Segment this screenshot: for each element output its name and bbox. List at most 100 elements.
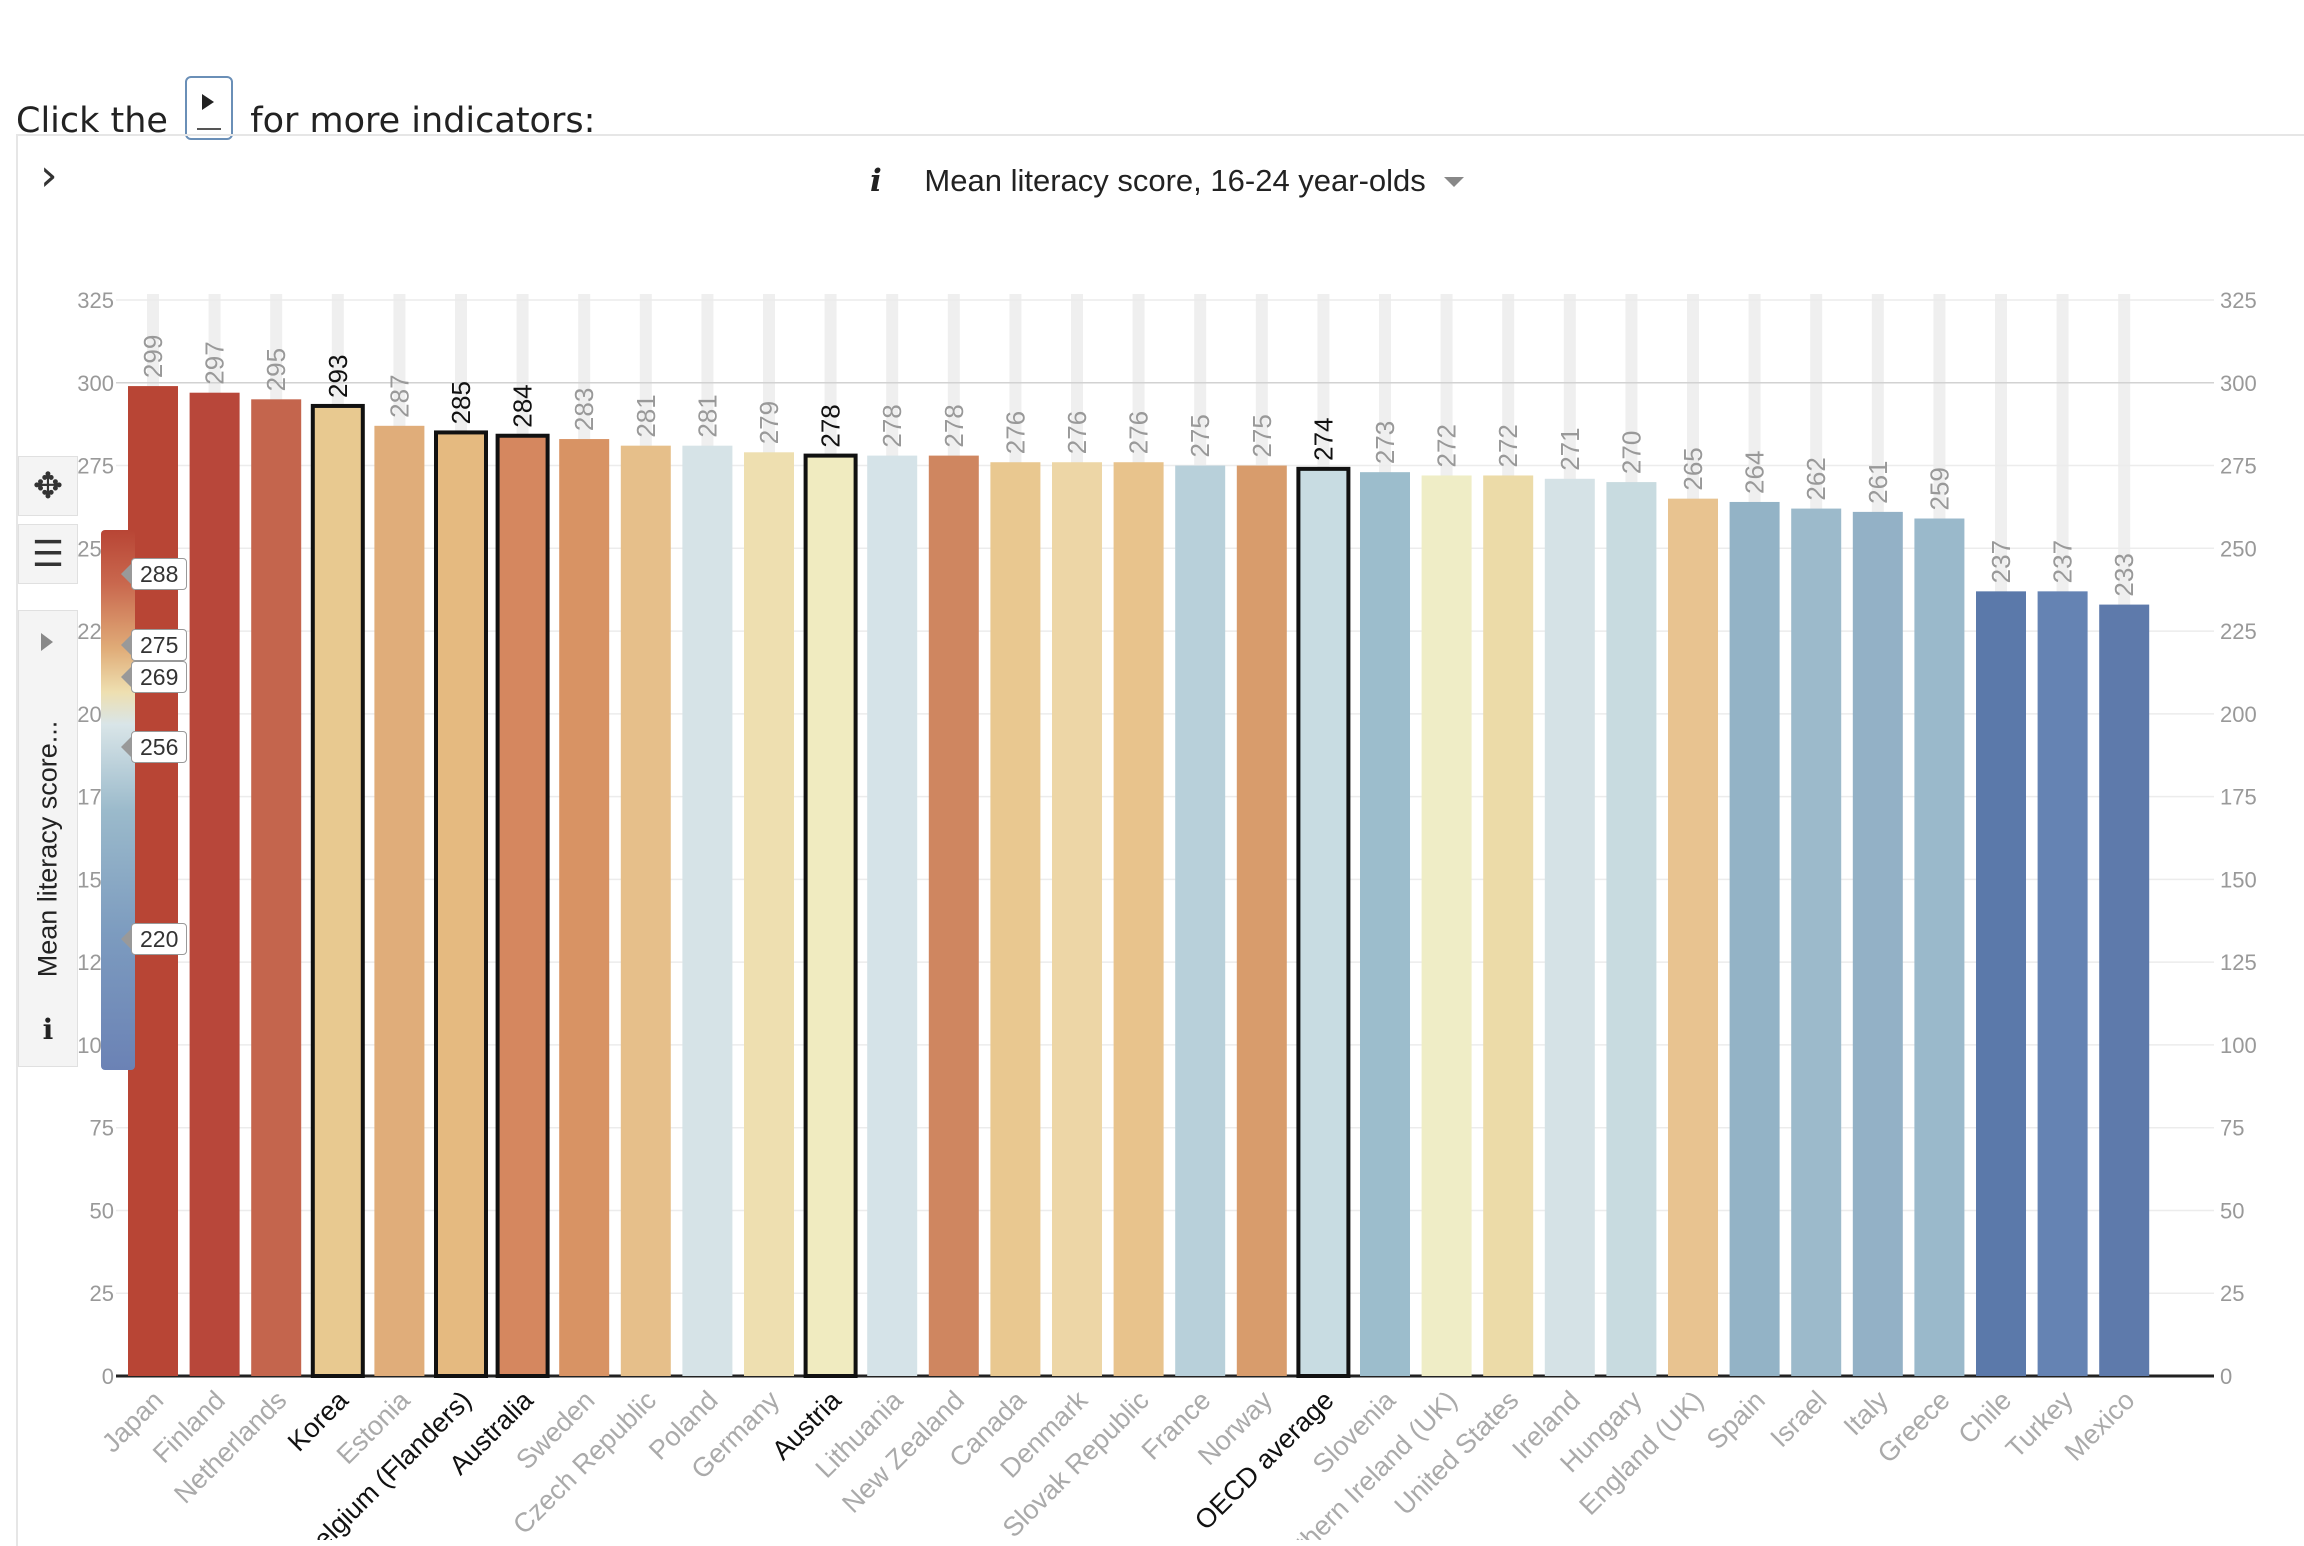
data-label: 276: [1124, 411, 1154, 454]
bar: [310, 403, 365, 1378]
data-label: 237: [2048, 540, 2078, 583]
bar: [1483, 475, 1534, 1376]
y-tick-label-left: 275: [77, 454, 114, 479]
data-label: 270: [1616, 431, 1646, 474]
bar: [682, 445, 733, 1377]
data-label: 233: [2109, 553, 2139, 596]
data-label: 272: [1432, 424, 1462, 467]
data-label: 293: [323, 355, 353, 398]
bar: [128, 386, 178, 1377]
bar: [559, 439, 610, 1376]
bar: [744, 452, 794, 1376]
legend-marker[interactable]: 269: [120, 661, 188, 693]
bar: [1852, 511, 1903, 1376]
legend-marker[interactable]: 220: [120, 923, 188, 955]
y-tick-label-left: 50: [90, 1198, 114, 1223]
move-icon[interactable]: ✥: [18, 456, 78, 516]
bar: [374, 425, 425, 1377]
data-label: 259: [1924, 467, 1954, 510]
y-tick-label-right: 75: [2220, 1116, 2244, 1141]
bar: [1729, 501, 1780, 1376]
bar: [434, 430, 488, 1378]
y-tick-label-right: 300: [2220, 371, 2257, 396]
bar: [1791, 508, 1842, 1376]
data-label: 274: [1308, 417, 1338, 460]
data-label: 265: [1678, 447, 1708, 490]
data-label: 278: [816, 404, 846, 447]
data-label: 281: [692, 394, 722, 437]
bar: [1914, 518, 1965, 1376]
sort-icon[interactable]: ☰: [18, 524, 78, 584]
data-label: 276: [1062, 411, 1092, 454]
data-label: 237: [1986, 540, 2016, 583]
dropdown-arrow-icon[interactable]: [1444, 177, 1465, 187]
bar: [928, 455, 979, 1376]
y-tick-label-left: 325: [77, 288, 114, 313]
legend-marker[interactable]: 256: [120, 731, 188, 763]
play-icon[interactable]: [185, 76, 234, 140]
data-label: 297: [200, 341, 230, 384]
y-tick-label-right: 125: [2220, 950, 2257, 975]
data-label: 276: [1000, 411, 1030, 454]
x-tick-label: Spain: [1701, 1385, 1771, 1455]
y-tick-label-left: 25: [90, 1281, 114, 1306]
y-tick-label-right: 0: [2220, 1364, 2232, 1389]
data-label: 284: [508, 384, 538, 427]
data-label: 273: [1370, 421, 1400, 464]
data-label: 264: [1740, 451, 1770, 494]
y-tick-label-right: 250: [2220, 536, 2257, 561]
y-tick-label-right: 100: [2220, 1033, 2257, 1058]
bar: [1668, 498, 1718, 1377]
data-label: 271: [1555, 427, 1585, 470]
data-label: 278: [877, 404, 907, 447]
legend-info-icon[interactable]: i: [42, 1013, 54, 1046]
chart-frame: [16, 134, 2304, 1546]
y-tick-label-right: 150: [2220, 867, 2257, 892]
data-label: 295: [261, 348, 291, 391]
bar: [2037, 591, 2088, 1376]
bar: [990, 462, 1041, 1377]
data-label: 287: [384, 374, 414, 417]
data-label: 278: [939, 404, 969, 447]
legend-label: Mean literacy score...: [32, 720, 63, 978]
legend-marker[interactable]: 275: [120, 629, 188, 661]
bar: [867, 455, 918, 1376]
data-label: 285: [446, 381, 476, 424]
data-label: 279: [754, 401, 784, 444]
chart-title: Mean literacy score, 16-24 year-olds: [924, 163, 1426, 198]
y-tick-label-right: 25: [2220, 1281, 2244, 1306]
y-tick-label-right: 200: [2220, 702, 2257, 727]
expand-chevron-icon[interactable]: ›: [40, 150, 58, 201]
bar: [1976, 591, 2026, 1376]
y-tick-label-left: 75: [90, 1116, 114, 1141]
data-label: 275: [1185, 414, 1215, 457]
bar: [1421, 475, 1472, 1376]
y-tick-label-right: 275: [2220, 454, 2257, 479]
y-tick-label-right: 50: [2220, 1198, 2244, 1223]
bar: [1606, 482, 1657, 1377]
legend-panel[interactable]: Mean literacy score... i: [18, 610, 78, 1067]
y-tick-label-right: 175: [2220, 785, 2257, 810]
data-label: 262: [1801, 457, 1831, 500]
color-scale-bar[interactable]: [101, 530, 135, 1070]
bar: [1175, 465, 1226, 1376]
indicator-selector[interactable]: i Mean literacy score, 16-24 year-olds: [870, 163, 1465, 199]
legend-expand-icon[interactable]: [41, 633, 53, 651]
bar: [803, 453, 858, 1378]
bar: [1544, 478, 1595, 1377]
tool-panel: ✥ ☰: [18, 456, 78, 592]
legend-marker[interactable]: 288: [120, 558, 188, 590]
bar: [251, 399, 302, 1376]
bar: [495, 433, 550, 1379]
y-tick-label-right: 325: [2220, 288, 2257, 313]
data-label: 283: [569, 388, 599, 431]
data-label: 261: [1863, 460, 1893, 503]
info-icon[interactable]: i: [870, 163, 882, 199]
bar: [189, 392, 240, 1376]
x-tick-label: Mexico: [2059, 1385, 2141, 1467]
y-tick-label-right: 225: [2220, 619, 2257, 644]
bar: [2099, 604, 2150, 1376]
bar: [1296, 466, 1351, 1378]
bar: [1236, 465, 1287, 1376]
